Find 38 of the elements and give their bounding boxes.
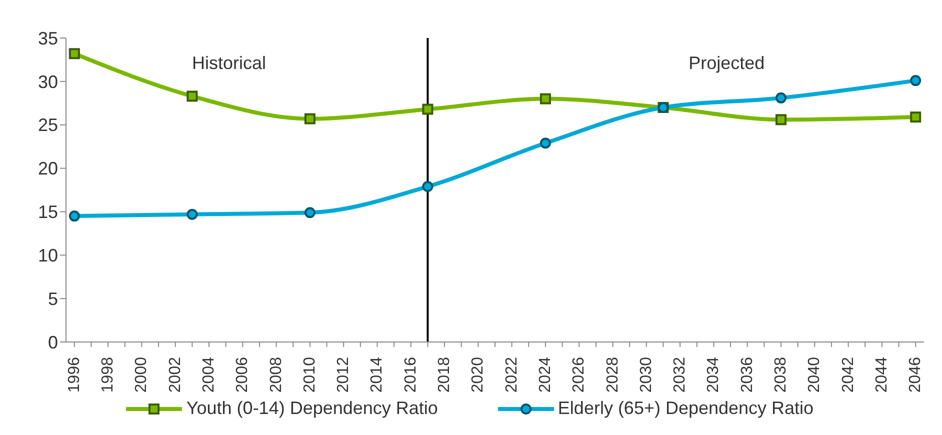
y-tick-label: 5	[48, 288, 58, 309]
x-tick-label: 1996	[66, 356, 83, 393]
y-tick-label: 0	[48, 332, 58, 352]
x-tick-label: 2046	[907, 356, 924, 393]
x-tick-label: 2002	[166, 356, 184, 393]
x-tick-label: 2012	[335, 356, 352, 393]
y-tick-label: 35	[38, 28, 58, 48]
legend-label: Elderly (65+) Dependency Ratio	[558, 398, 814, 419]
x-tick-label: 2026	[570, 356, 588, 393]
x-tick-label: 2000	[133, 356, 150, 393]
x-tick-label: 2034	[705, 356, 722, 393]
x-tick-label: 2022	[503, 356, 520, 393]
y-tick-label: 25	[38, 115, 58, 136]
x-tick-label: 2014	[368, 356, 386, 393]
annotation: Projected	[688, 53, 765, 74]
x-tick-label: 2032	[672, 356, 689, 393]
x-tick-label: 2018	[436, 356, 454, 393]
y-tick-label: 30	[38, 72, 58, 92]
x-tick-label: 1998	[100, 356, 117, 393]
x-tick-label: 2016	[402, 356, 420, 393]
x-tick-label: 2038	[772, 356, 790, 393]
x-tick-label: 2042	[840, 356, 857, 393]
x-tick-label: 2024	[536, 356, 554, 393]
x-tick-label: 2008	[268, 356, 285, 393]
y-tick-label: 15	[38, 202, 58, 222]
x-tick-label: 2004	[200, 356, 218, 393]
y-tick-label: 10	[38, 246, 58, 266]
x-tick-label: 2036	[738, 356, 756, 393]
x-tick-label: 2028	[604, 356, 622, 393]
x-tick-label: 2006	[234, 356, 252, 393]
x-tick-label: 2040	[806, 356, 824, 393]
x-tick-label: 2010	[301, 356, 318, 393]
x-tick-label: 2020	[470, 356, 487, 393]
x-tick-label: 2030	[638, 356, 655, 393]
annotation: Historical	[192, 53, 266, 74]
legend-label: Youth (0-14) Dependency Ratio	[186, 398, 438, 419]
y-tick-label: 20	[38, 158, 58, 179]
x-tick-label: 2044	[873, 356, 890, 393]
